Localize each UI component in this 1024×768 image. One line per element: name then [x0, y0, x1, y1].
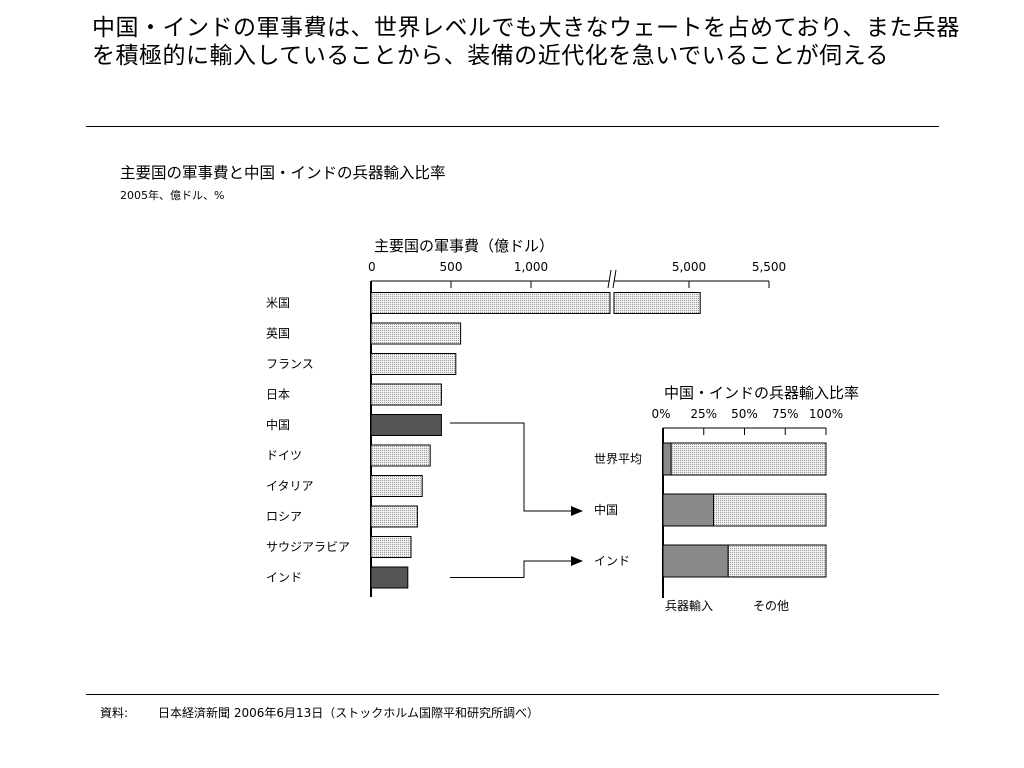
ratio-bar-other — [670, 442, 827, 476]
category-label: 中国 — [266, 417, 290, 432]
bottom-divider — [86, 694, 939, 695]
ratio-bar-import — [662, 493, 715, 527]
bar — [613, 292, 701, 314]
category-label: サウジアラビア — [266, 540, 350, 554]
chart-title: 主要国の軍事費と中国・インドの兵器輸入比率 — [120, 164, 446, 182]
ratio-category-label: インド — [594, 554, 630, 568]
ratio-category-label: 中国 — [594, 502, 618, 517]
bar — [370, 322, 462, 345]
x-tick-label: 0 — [368, 260, 376, 274]
x-tick-label: 1,000 — [514, 260, 548, 274]
category-label: 米国 — [266, 296, 290, 310]
legend-import-label: 兵器輸入 — [665, 598, 713, 613]
ratio-tick-label: 100% — [809, 407, 843, 421]
category-label: イタリア — [266, 479, 314, 493]
ratio-bar-import — [662, 544, 729, 578]
x-tick-label: 5,500 — [752, 260, 786, 274]
bar — [370, 505, 418, 528]
source-label: 資料: — [100, 706, 129, 720]
ratio-category-label: 世界平均 — [594, 452, 642, 466]
category-label: インド — [266, 571, 302, 585]
category-label: ロシア — [266, 510, 302, 524]
x-tick-label: 5,000 — [672, 260, 706, 274]
bar — [370, 414, 442, 436]
bar — [370, 566, 409, 589]
axis-break-mark — [612, 269, 617, 289]
axis-break-gap — [609, 269, 614, 289]
category-label: フランス — [266, 357, 314, 371]
category-label: 英国 — [266, 327, 290, 341]
india-connector-arrow-head — [571, 556, 583, 566]
bar — [370, 475, 423, 497]
axis-break-mark — [607, 269, 612, 289]
ratio-tick-label: 75% — [772, 407, 799, 421]
legend-other-label: その他 — [753, 599, 789, 613]
ratio-tick-label: 25% — [690, 407, 717, 421]
bar — [370, 383, 442, 406]
military-spending-panel-title: 主要国の軍事費（億ドル） — [374, 237, 555, 255]
source-text: 日本経済新聞 2006年6月13日（ストックホルム国際平和研究所調べ） — [158, 706, 540, 720]
chart-subtitle: 2005年、億ドル、% — [120, 189, 225, 202]
ratio-bar-other — [727, 544, 827, 578]
category-label: ドイツ — [266, 449, 302, 463]
ratio-tick-label: 50% — [731, 407, 758, 421]
china-connector-arrow — [450, 422, 573, 512]
category-label: 日本 — [266, 388, 290, 402]
ratio-tick-label: 0% — [651, 407, 670, 421]
top-divider — [86, 126, 939, 127]
slide-headline: 中国・インドの軍事費は、世界レベルでも大きなウェートを占めており、また兵器を積極… — [92, 15, 960, 69]
bar — [370, 353, 457, 375]
bar — [370, 536, 412, 558]
x-tick-label: 500 — [440, 260, 463, 274]
ratio-bar-import — [662, 442, 672, 476]
import-ratio-panel-title: 中国・インドの兵器輸入比率 — [664, 384, 860, 402]
india-connector-arrow — [450, 560, 573, 578]
china-connector-arrow-head — [571, 506, 583, 516]
ratio-bar-other — [713, 493, 827, 527]
bar — [370, 292, 611, 314]
bar — [370, 444, 431, 467]
